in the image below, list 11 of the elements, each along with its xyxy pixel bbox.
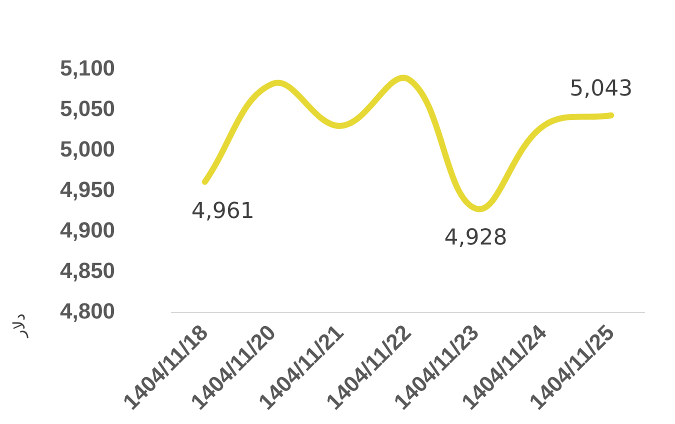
data-label: 5,043 — [570, 76, 633, 102]
y-tick-label: 5,050 — [60, 96, 116, 121]
y-tick-label: 4,800 — [60, 298, 116, 324]
y-axis-title: دلار — [9, 313, 28, 337]
y-tick-label: 4,950 — [60, 176, 116, 202]
data-label: 4,961 — [191, 198, 254, 224]
y-tick-label: 5,100 — [60, 55, 116, 80]
y-tick-label: 4,900 — [60, 217, 116, 242]
y-tick-label: 4,850 — [60, 258, 116, 283]
data-label: 4,928 — [444, 226, 508, 251]
y-tick-label: 5,000 — [60, 136, 116, 162]
